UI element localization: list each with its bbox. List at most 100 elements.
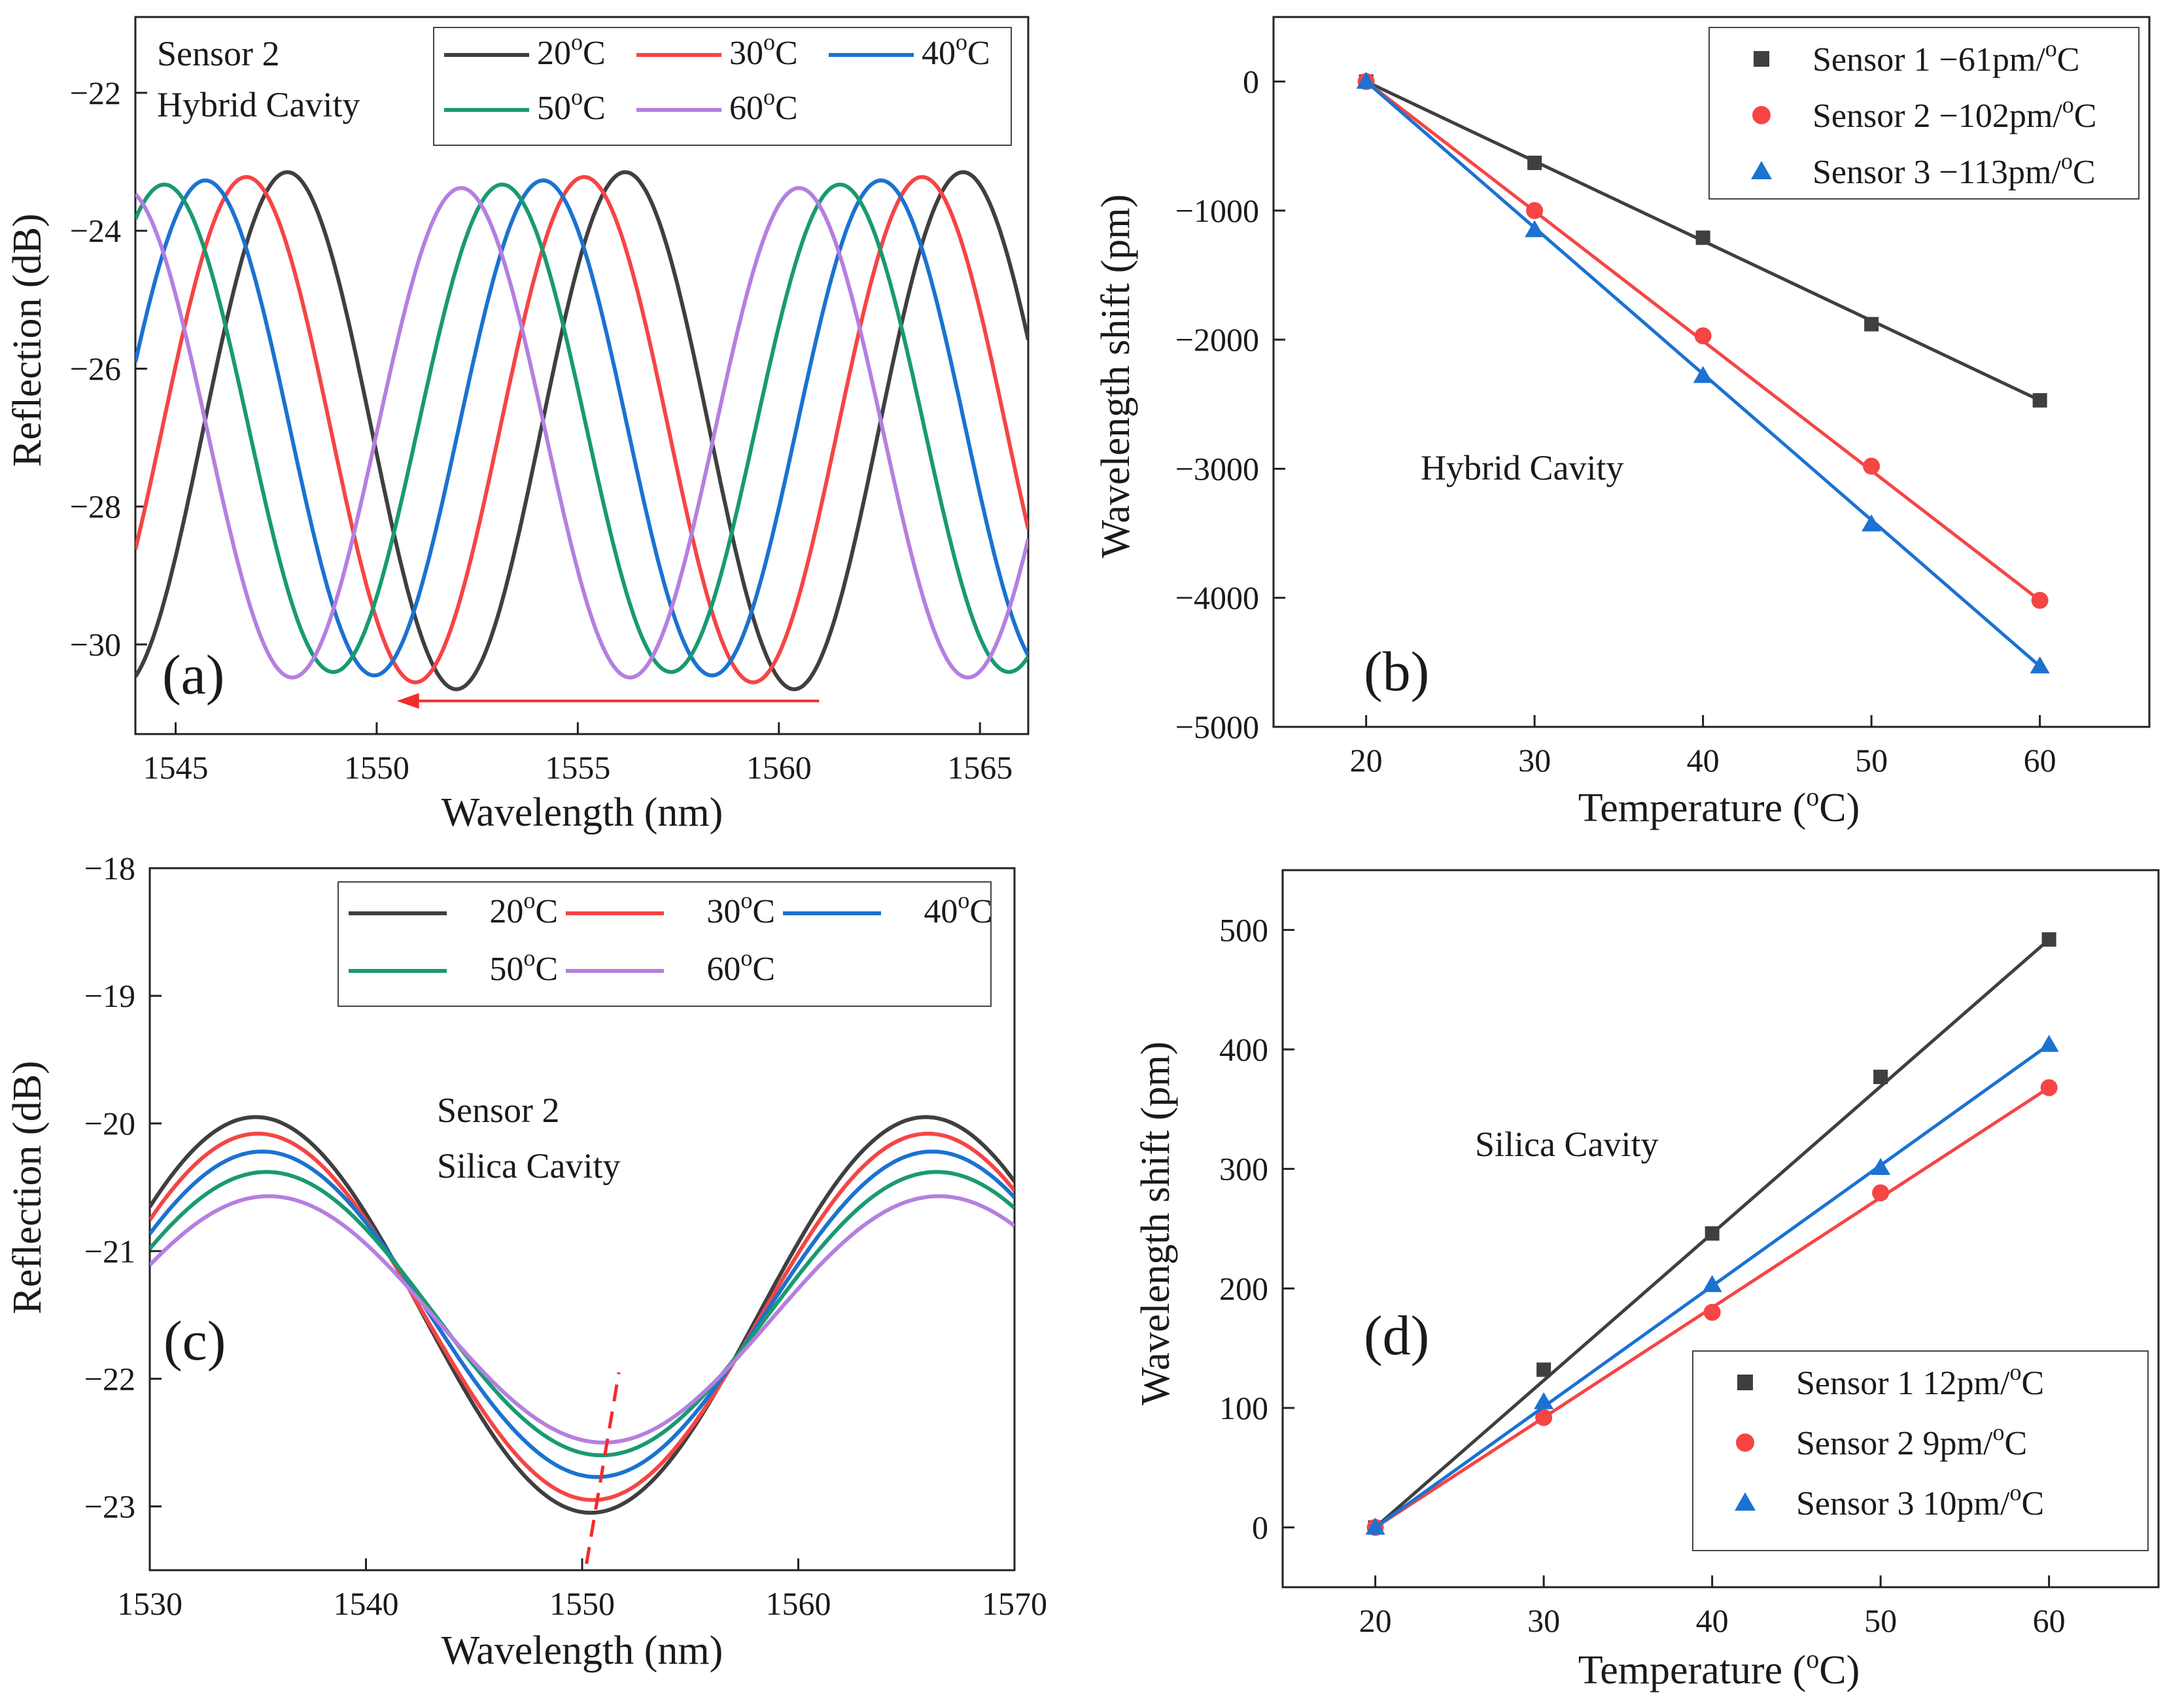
panel-a-xtick-label: 1555 xyxy=(545,749,610,786)
panel-d-legend-text-sup: o xyxy=(2009,1359,2021,1385)
panel-c-annotation-cavity: Silica Cavity xyxy=(437,1146,620,1185)
figure: Sensor 2 Hybrid Cavity (a) Wavelength (n… xyxy=(0,0,2184,1703)
panel-d-point xyxy=(2039,1035,2059,1052)
panel-a-label: (a) xyxy=(162,643,224,706)
panel-b-xlabel-start: Temperature ( xyxy=(1578,786,1807,830)
panel-b-xtick-label: 40 xyxy=(1687,742,1720,779)
panel-d-xtick-label: 60 xyxy=(2033,1602,2066,1639)
panel-c-legend-text-value: 30 xyxy=(706,893,740,930)
panel-d-label: (d) xyxy=(1364,1304,1429,1367)
panel-d-legend-text: Sensor 3 10pm/oC xyxy=(1796,1479,2044,1522)
panel-c-xtick-label: 1530 xyxy=(117,1585,182,1622)
panel-c-legend-text-sup: o xyxy=(740,887,752,913)
panel-b-ytick-label: −1000 xyxy=(1175,192,1259,229)
panel-c-legend-text-unit: C xyxy=(535,951,558,988)
panel-d-legend-marker xyxy=(1737,1375,1753,1390)
panel-a-legend-text-sup: o xyxy=(571,84,583,110)
panel-d-xlabel-sup: o xyxy=(1806,1644,1819,1674)
panel-d-point xyxy=(2042,932,2056,947)
panel-b-ytick-label: −2000 xyxy=(1175,321,1259,358)
panel-c-legend-text-unit: C xyxy=(535,893,558,930)
panel-b-legend-text-unit: C xyxy=(2073,154,2096,191)
panel-c-series-line xyxy=(150,1172,1014,1455)
panel-a-xlabel: Wavelength (nm) xyxy=(442,790,723,835)
panel-a-ytick-label: −28 xyxy=(70,488,121,525)
panel-b-xlabel-sup: o xyxy=(1806,782,1819,811)
panel-d-xtick-label: 30 xyxy=(1527,1602,1560,1639)
panel-d-xlabel: Temperature (oC) xyxy=(1578,1644,1860,1693)
panel-d-legend-text-main: Sensor 1 12pm/ xyxy=(1796,1365,2010,1402)
panel-d-point xyxy=(1873,1070,1888,1084)
panel-d-ytick-label: 100 xyxy=(1219,1390,1268,1426)
panel-b-point xyxy=(1862,514,1881,531)
panel-b-annotation: Hybrid Cavity xyxy=(1421,448,1623,487)
panel-b-legend-marker xyxy=(1752,106,1771,124)
panel-d-legend-text-unit: C xyxy=(2021,1365,2044,1402)
panel-a-ytick-label: −26 xyxy=(70,350,121,387)
panel-b-point xyxy=(1863,458,1880,475)
panel-c-legend-text-sup: o xyxy=(740,945,752,971)
panel-c-series-line xyxy=(150,1196,1014,1442)
panel-d-legend-text-main: Sensor 3 10pm/ xyxy=(1796,1485,2010,1522)
panel-a-legend-text-sup: o xyxy=(763,84,775,110)
panel-b-legend-text-unit: C xyxy=(2074,97,2097,135)
panel-c-label: (c) xyxy=(164,1309,226,1372)
panel-b-legend-marker xyxy=(1754,51,1769,67)
panel-c-xlabel: Wavelength (nm) xyxy=(442,1628,723,1673)
panel-b-point xyxy=(2033,393,2047,408)
panel-d-ytick-label: 200 xyxy=(1219,1270,1268,1307)
panel-b-ytick-label: −3000 xyxy=(1175,450,1259,487)
panel-a-series-line xyxy=(135,172,1028,689)
panel-a-annotation-sensor: Sensor 2 xyxy=(157,34,280,73)
panel-d-ytick-label: 500 xyxy=(1219,911,1268,948)
panel-d-point xyxy=(1703,1275,1722,1292)
panel-b-legend-text: Sensor 2 −102pm/oC xyxy=(1812,92,2096,135)
panel-c-legend-text-sup: o xyxy=(958,887,969,913)
panel-a-legend-text-value: 40 xyxy=(922,35,956,72)
panel-c-xtick-label: 1570 xyxy=(982,1585,1047,1622)
panel-b-ytick-label: 0 xyxy=(1243,63,1259,100)
panel-b-ytick-label: −4000 xyxy=(1175,580,1259,616)
panel-a-legend-text-value: 30 xyxy=(729,35,763,72)
panel-b-legend-text-sup: o xyxy=(2061,148,2073,174)
panel-c-legend-text-value: 50 xyxy=(489,951,523,988)
panel-d-ytick-label: 0 xyxy=(1252,1509,1268,1546)
panel-b-point xyxy=(1526,202,1543,219)
panel-b-legend-text-main: Sensor 2 −102pm/ xyxy=(1812,97,2062,135)
panel-b-legend-text-main: Sensor 1 −61pm/ xyxy=(1812,41,2045,79)
panel-d-xtick-label: 40 xyxy=(1696,1602,1729,1639)
panel-d-legend-text-unit: C xyxy=(2004,1425,2027,1462)
panel-c-legend-text-value: 40 xyxy=(924,893,958,930)
panel-b-xlabel: Temperature (oC) xyxy=(1578,782,1860,830)
panel-a-xtick-label: 1565 xyxy=(947,749,1013,786)
panel-a-legend-text-value: 60 xyxy=(729,90,763,127)
panel-c-dashed-trend xyxy=(587,1373,619,1564)
panel-b-legend-text-unit: C xyxy=(2057,41,2080,79)
panel-d-xlabel-start: Temperature ( xyxy=(1578,1648,1807,1693)
panel-b-label: (b) xyxy=(1364,640,1429,703)
panel-c-xtick-label: 1560 xyxy=(766,1585,831,1622)
panel-b-xtick-label: 60 xyxy=(2024,742,2056,779)
panel-c-legend-text-value: 20 xyxy=(489,893,523,930)
panel-c-ylabel: Reflection (dB) xyxy=(5,1061,50,1314)
panel-c: Sensor 2 Silica Cavity (c) Wavelength (n… xyxy=(5,850,1047,1673)
panel-c-ytick-label: −22 xyxy=(84,1360,135,1397)
panel-a-xtick-label: 1560 xyxy=(746,749,812,786)
panel-c-legend-text-sup: o xyxy=(523,887,535,913)
panel-c-annotation-sensor: Sensor 2 xyxy=(437,1091,560,1130)
panel-c-legend-box xyxy=(338,882,991,1006)
panel-b-xtick-label: 50 xyxy=(1855,742,1888,779)
panel-b: Hybrid Cavity (b) Temperature (oC) Wavel… xyxy=(1094,17,2149,830)
panel-b-point xyxy=(2032,592,2049,609)
panel-b-legend-text: Sensor 3 −113pm/oC xyxy=(1812,148,2096,191)
panel-a-series-line xyxy=(135,188,1028,677)
panel-c-legend xyxy=(338,882,991,1006)
panel-b-ylabel: Wavelength shift (pm) xyxy=(1094,194,1138,558)
panel-d-point xyxy=(1704,1304,1721,1321)
panel-b-point xyxy=(1527,156,1542,170)
panel-a-ytick-label: −24 xyxy=(70,213,121,249)
panel-c-ytick-label: −19 xyxy=(84,977,135,1014)
panel-d-xtick-label: 50 xyxy=(1864,1602,1897,1639)
panel-d-legend-marker xyxy=(1736,1433,1754,1452)
panel-c-ytick-label: −23 xyxy=(84,1488,135,1524)
